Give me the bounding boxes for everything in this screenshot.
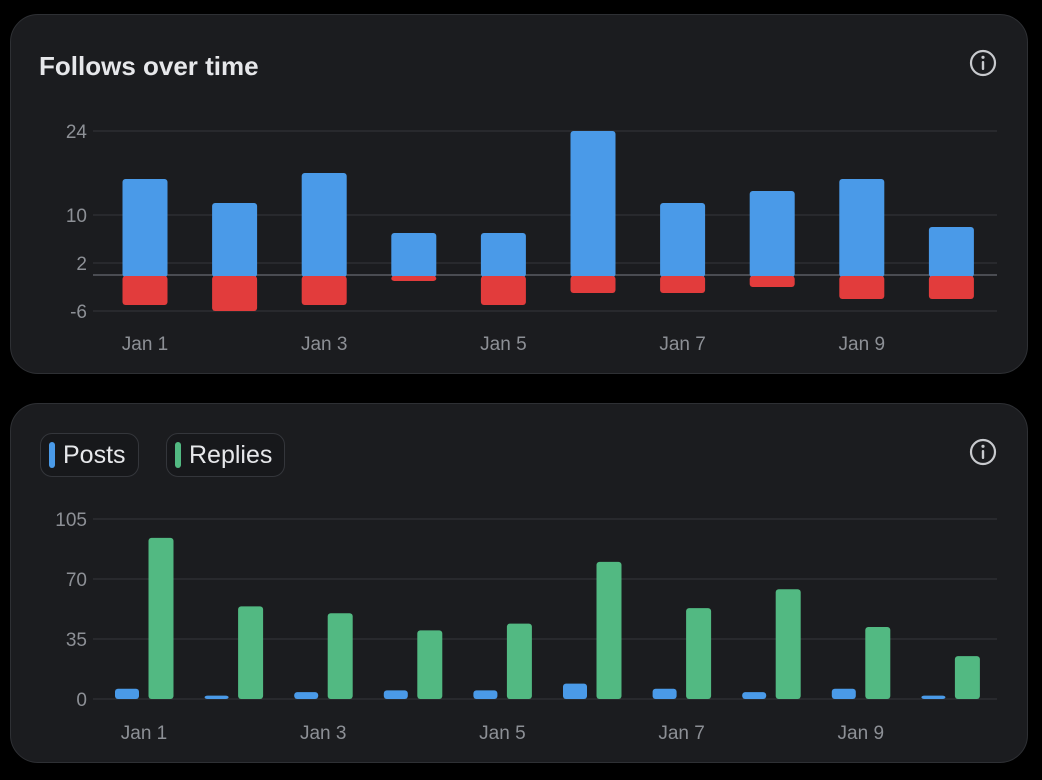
activity-card: Posts Replies 105 70 35 0 Jan 1 Jan 3 Jan 5 Jan… — [10, 403, 1028, 763]
posts-bar — [563, 683, 587, 699]
unfollows-bar — [301, 276, 347, 305]
follows-bar — [301, 173, 347, 277]
posts-bar — [115, 688, 139, 699]
unfollows-bar — [480, 276, 526, 305]
follows-bar — [928, 227, 974, 277]
follows-bar — [480, 233, 526, 277]
replies-bar — [417, 630, 443, 699]
follows-bar — [749, 191, 795, 277]
x-tick-label: Jan 9 — [839, 334, 885, 355]
unfollows-bar — [660, 276, 706, 293]
follows-bar — [212, 203, 258, 277]
replies-bar — [596, 561, 622, 699]
posts-bar — [383, 690, 408, 699]
follows-bar — [570, 131, 616, 277]
legend-posts-label: Posts — [63, 440, 126, 469]
posts-bar — [294, 692, 319, 699]
y-tick-label: 2 — [76, 254, 87, 275]
unfollows-bar — [928, 276, 974, 299]
legend-replies-toggle[interactable]: Replies — [166, 433, 286, 477]
x-tick-label: Jan 7 — [658, 723, 704, 744]
x-tick-label: Jan 1 — [122, 334, 168, 355]
x-tick-label: Jan 3 — [301, 334, 347, 355]
x-tick-label: Jan 5 — [479, 723, 525, 744]
follows-bar — [839, 179, 885, 277]
unfollows-bar — [749, 276, 795, 287]
posts-bar — [831, 688, 856, 699]
unfollows-bar — [391, 276, 437, 281]
x-tick-label: Jan 1 — [121, 723, 167, 744]
y-tick-label: -6 — [70, 302, 87, 323]
posts-bar — [742, 692, 767, 699]
replies-bar — [954, 656, 980, 699]
follows-bar — [391, 233, 437, 277]
replies-bar — [775, 589, 801, 699]
y-tick-label: 105 — [55, 510, 87, 531]
posts-bar — [204, 695, 229, 699]
replies-bar — [148, 537, 174, 699]
legend-replies-label: Replies — [189, 440, 273, 469]
info-icon[interactable] — [969, 438, 997, 466]
unfollows-bar — [122, 276, 168, 305]
replies-bar — [238, 606, 264, 699]
posts-bar — [652, 688, 677, 699]
follows-bar — [660, 203, 706, 277]
info-icon[interactable] — [969, 49, 997, 77]
activity-chart: 105 70 35 0 Jan 1 Jan 3 Jan 5 Jan 7 Jan 9 — [55, 510, 997, 744]
posts-bar — [921, 695, 946, 699]
unfollows-bar — [212, 276, 258, 311]
follows-bar — [122, 179, 168, 277]
x-tick-label: Jan 5 — [480, 334, 526, 355]
unfollows-bar — [839, 276, 885, 299]
legend-posts-toggle[interactable]: Posts — [40, 433, 139, 477]
y-tick-label: 35 — [66, 630, 87, 651]
x-tick-label: Jan 9 — [838, 723, 884, 744]
replies-bar — [686, 608, 712, 699]
follows-chart: 24 10 2 -6 Jan 1 Jan 3 Jan 5 Jan 7 Jan 9 — [66, 122, 997, 355]
posts-swatch — [49, 442, 55, 468]
y-tick-label: 24 — [66, 122, 88, 143]
replies-swatch — [175, 442, 181, 468]
x-tick-label: Jan 7 — [659, 334, 705, 355]
follows-chart-title: Follows over time — [39, 51, 259, 81]
posts-bar — [473, 690, 498, 699]
unfollows-bar — [570, 276, 616, 293]
replies-bar — [865, 627, 891, 699]
y-tick-label: 0 — [76, 690, 87, 711]
x-tick-label: Jan 3 — [300, 723, 346, 744]
follows-card: Follows over time 24 10 2 -6 Jan 1 Jan 3 Jan 5… — [10, 14, 1028, 374]
replies-bar — [327, 613, 353, 699]
replies-bar — [506, 623, 532, 699]
y-tick-label: 10 — [66, 206, 87, 227]
y-tick-label: 70 — [66, 570, 87, 591]
